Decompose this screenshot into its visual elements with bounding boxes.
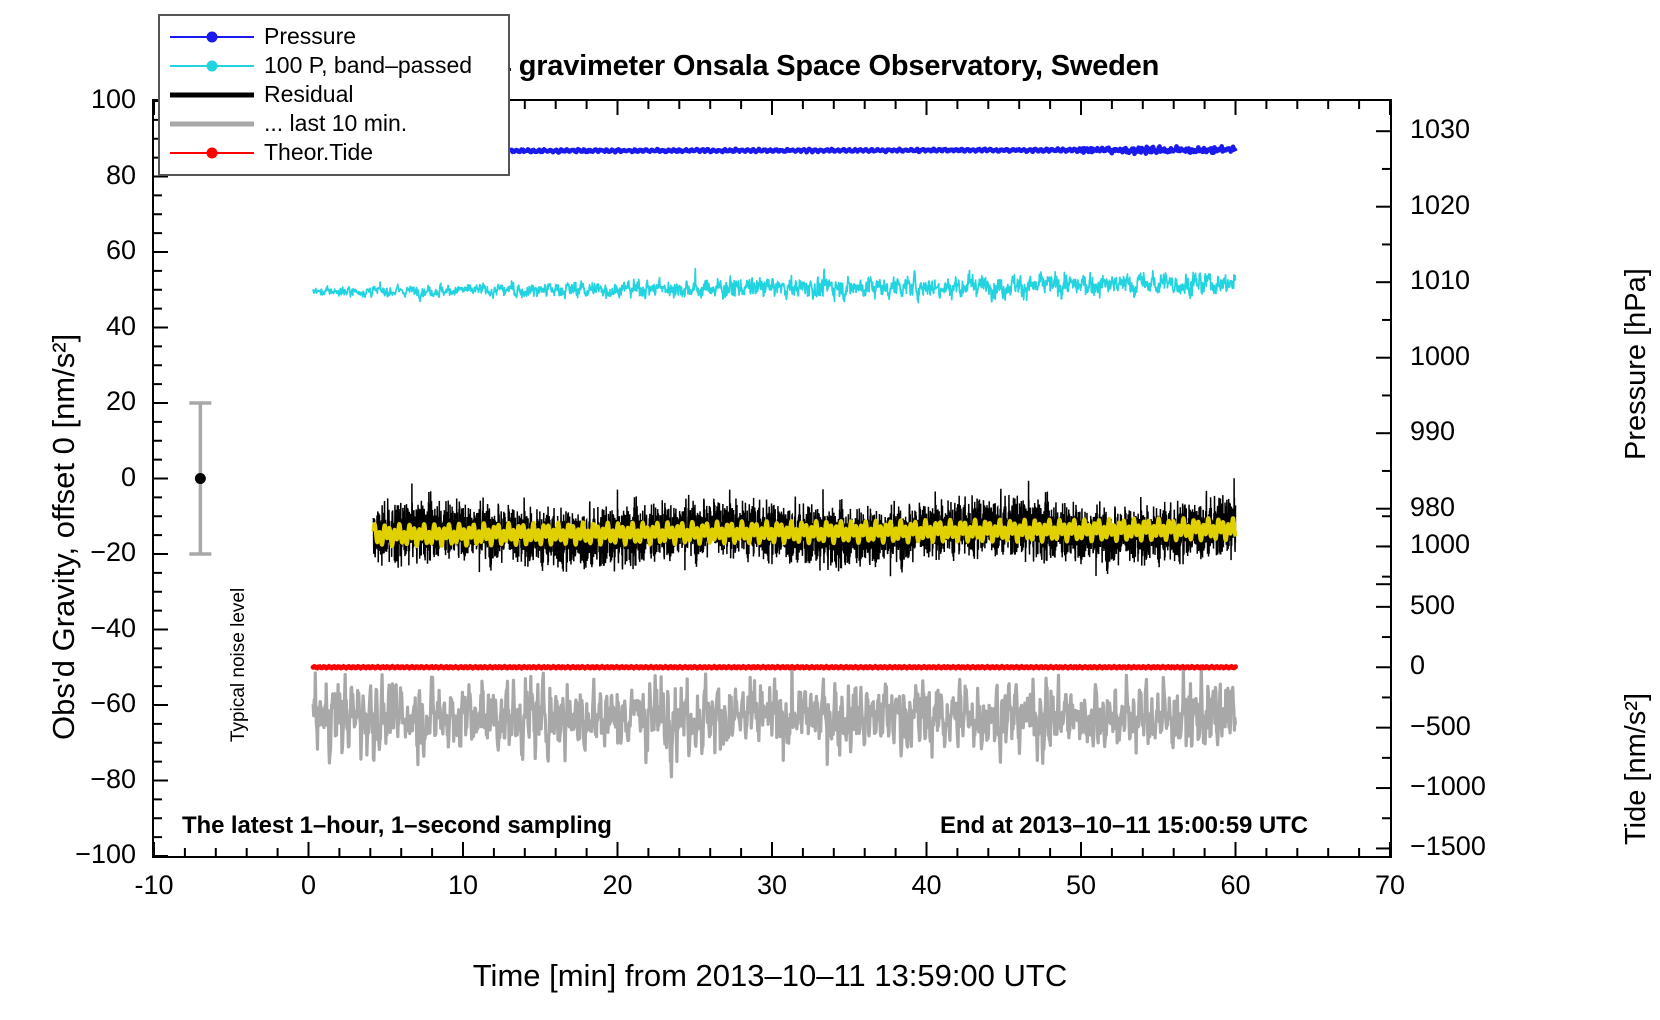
end-time-note: End at 2013–10–11 15:00:59 UTC [940, 812, 1308, 839]
tide-tick-label: 500 [1410, 589, 1456, 620]
y-tick-label: 0 [120, 461, 136, 492]
y-tick-label: −20 [90, 537, 136, 567]
legend-item-label: Residual [264, 81, 354, 107]
y-tick-label: 100 [90, 84, 136, 114]
legend-item-label: ... last 10 min. [264, 110, 408, 136]
pressure-tick-label: 1020 [1410, 189, 1471, 220]
pressure-tick-label: 990 [1410, 416, 1456, 447]
legend-marker-icon [206, 60, 218, 71]
page-title: SCG_054 gravimeter Onsala Space Observat… [384, 50, 1160, 82]
legend-item-label: 100 P, band–passed [264, 52, 473, 78]
tide-tick-label: 1000 [1410, 529, 1471, 560]
pressure-tick-label: 980 [1410, 491, 1456, 522]
x-tick-label: 60 [1220, 870, 1251, 900]
series-pressure [507, 144, 1238, 157]
pressure-tick-label: 1000 [1410, 340, 1471, 371]
legend-item-label: Theor.Tide [264, 139, 374, 165]
x-tick-label: 40 [911, 870, 942, 900]
legend-item-label: Pressure [264, 23, 357, 49]
y-tick-label: 80 [105, 159, 136, 190]
tide-tick-label: −500 [1410, 710, 1471, 741]
x-tick-label: 70 [1374, 870, 1406, 900]
legend-swatch-icon [170, 142, 254, 164]
series-theor-tide [310, 663, 1238, 671]
x-tick-label: 30 [756, 870, 788, 900]
legend-item[interactable]: Residual [160, 80, 508, 109]
legend-line-icon [170, 92, 254, 97]
legend-item[interactable]: 100 P, band–passed [160, 51, 508, 80]
tide-tick-label: −1000 [1410, 771, 1486, 802]
x-tick-label: 0 [300, 870, 317, 900]
y-tick-label: −60 [90, 688, 136, 718]
typical-noise-level-label: Typical noise level [228, 587, 249, 742]
x-tick-label: 10 [447, 870, 479, 900]
legend-swatch-icon [170, 55, 254, 77]
legend-marker-icon [206, 147, 218, 158]
y-axis-title-pressure: Pressure [hPa] [1620, 268, 1652, 460]
legend-swatch-icon [170, 84, 254, 106]
legend-swatch-icon [170, 113, 254, 135]
plot-area [152, 99, 1392, 858]
y-tick-label: −80 [90, 763, 136, 794]
y-tick-label: −100 [75, 839, 136, 869]
y-tick-label: 20 [105, 386, 136, 416]
legend-item[interactable]: ... last 10 min. [160, 109, 508, 138]
pressure-tick-label: 1010 [1410, 265, 1471, 296]
x-axis-title: Time [min] from 2013–10–11 13:59:00 UTC [472, 958, 1068, 993]
series-bandpassed [312, 267, 1237, 304]
latest-sampling-note: The latest 1–hour, 1–second sampling [182, 812, 612, 839]
typical-noise-level-errorbar [189, 401, 212, 556]
legend-marker-icon [206, 31, 218, 42]
pressure-tick-label: 1030 [1410, 114, 1471, 145]
legend-item[interactable]: Pressure [160, 22, 508, 51]
chart-legend: Pressure 100 P, band–passed Residual ... la… [158, 14, 510, 176]
x-tick-label: -10 [134, 870, 174, 900]
x-tick-label: 20 [602, 870, 633, 900]
chart-canvas [154, 101, 1390, 856]
y-tick-label: −40 [90, 612, 136, 643]
y-tick-label: 60 [105, 235, 136, 265]
y-tick-label: 40 [105, 310, 136, 341]
legend-line-icon [170, 121, 254, 126]
x-tick-label: 50 [1065, 870, 1097, 900]
series-residual-smoothed [371, 516, 1238, 549]
legend-item[interactable]: Theor.Tide [160, 138, 508, 167]
y-axis-title-tide: Tide [nm/s²] [1620, 692, 1652, 845]
tide-tick-label: 0 [1410, 650, 1426, 681]
series-last-10-min [311, 663, 1238, 779]
tide-tick-label: −1500 [1410, 831, 1486, 862]
legend-swatch-icon [170, 26, 254, 48]
